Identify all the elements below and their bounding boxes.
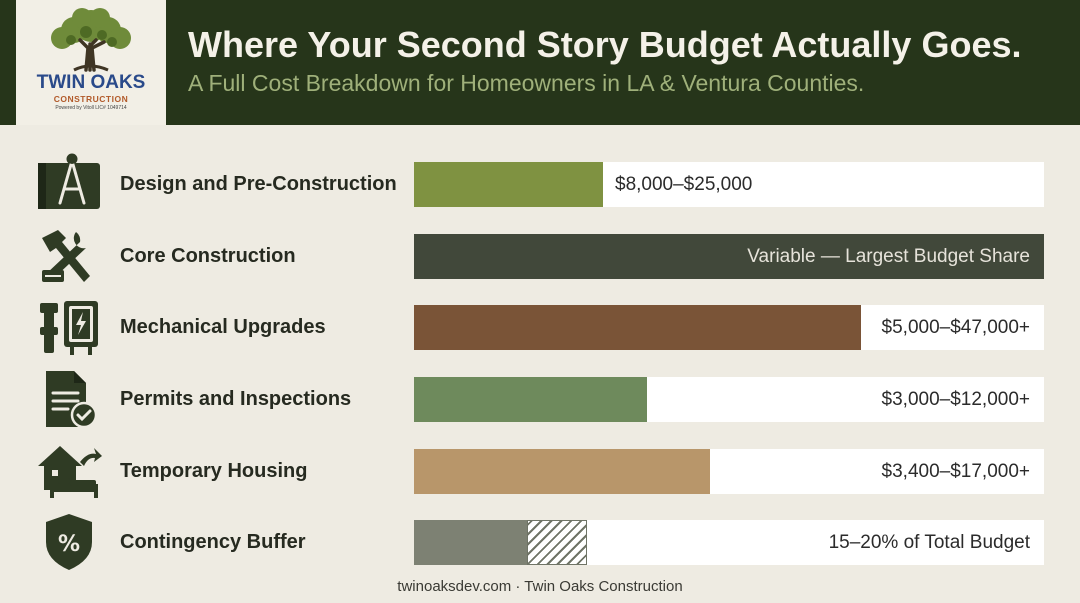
- bar-core: [414, 234, 1044, 279]
- oak-tree-icon: [51, 8, 131, 72]
- value-label-contingency: 15–20% of Total Budget: [828, 532, 1030, 553]
- bar-contingency-range: [527, 520, 587, 565]
- logo-subtitle: CONSTRUCTION: [53, 94, 129, 104]
- row-label-contingency: Contingency Buffer: [120, 531, 306, 553]
- bar-track-design: $8,000–$25,000: [414, 162, 1044, 207]
- bar-design: [414, 162, 603, 207]
- row-label-core: Core Construction: [120, 245, 296, 267]
- page-subtitle: A Full Cost Breakdown for Homeowners in …: [188, 70, 865, 96]
- logo-name: TWIN OAKS: [36, 72, 146, 93]
- logo-tagline: Powered by Vitoll LIC# 1049714: [55, 105, 127, 111]
- value-label-permits: $3,000–$12,000+: [881, 389, 1030, 410]
- page-title: Where Your Second Story Budget Actually …: [188, 24, 1022, 65]
- bar-track-housing: $3,400–$17,000+: [414, 449, 1044, 494]
- header-banner: TWIN OAKS CONSTRUCTION Powered by Vitoll…: [0, 0, 1080, 125]
- bar-permits: [414, 377, 647, 422]
- bar-track-permits: $3,000–$12,000+: [414, 377, 1044, 422]
- shield-percent-icon: %: [46, 514, 92, 570]
- bar-contingency: [414, 520, 527, 565]
- bar-mechanical: [414, 305, 861, 350]
- footer-credit: twinoaksdev.com · Twin Oaks Construction: [397, 578, 683, 595]
- value-label-housing: $3,400–$17,000+: [881, 461, 1030, 482]
- svg-text:%: %: [58, 532, 80, 557]
- bar-track-mechanical: $5,000–$47,000+: [414, 305, 1044, 350]
- permit-document-check-icon: [46, 371, 98, 429]
- bar-housing: [414, 449, 710, 494]
- blueprint-compass-icon: [38, 153, 100, 209]
- value-label-design: $8,000–$25,000: [615, 174, 753, 195]
- row-label-design: Design and Pre-Construction: [120, 173, 397, 195]
- value-label-core: Variable — Largest Budget Share: [747, 246, 1030, 267]
- plumbing-electrical-icon: [40, 301, 98, 355]
- value-label-mechanical: $5,000–$47,000+: [881, 317, 1030, 338]
- row-label-permits: Permits and Inspections: [120, 388, 352, 410]
- hammer-wrench-icon: [42, 230, 90, 282]
- house-bed-icon: [38, 446, 102, 498]
- row-label-housing: Temporary Housing: [120, 460, 308, 482]
- row-label-mechanical: Mechanical Upgrades: [120, 316, 326, 338]
- bar-track-core: Variable — Largest Budget Share: [414, 234, 1044, 279]
- logo: TWIN OAKS CONSTRUCTION Powered by Vitoll…: [16, 0, 166, 125]
- bar-track-contingency: 15–20% of Total Budget: [414, 520, 1044, 565]
